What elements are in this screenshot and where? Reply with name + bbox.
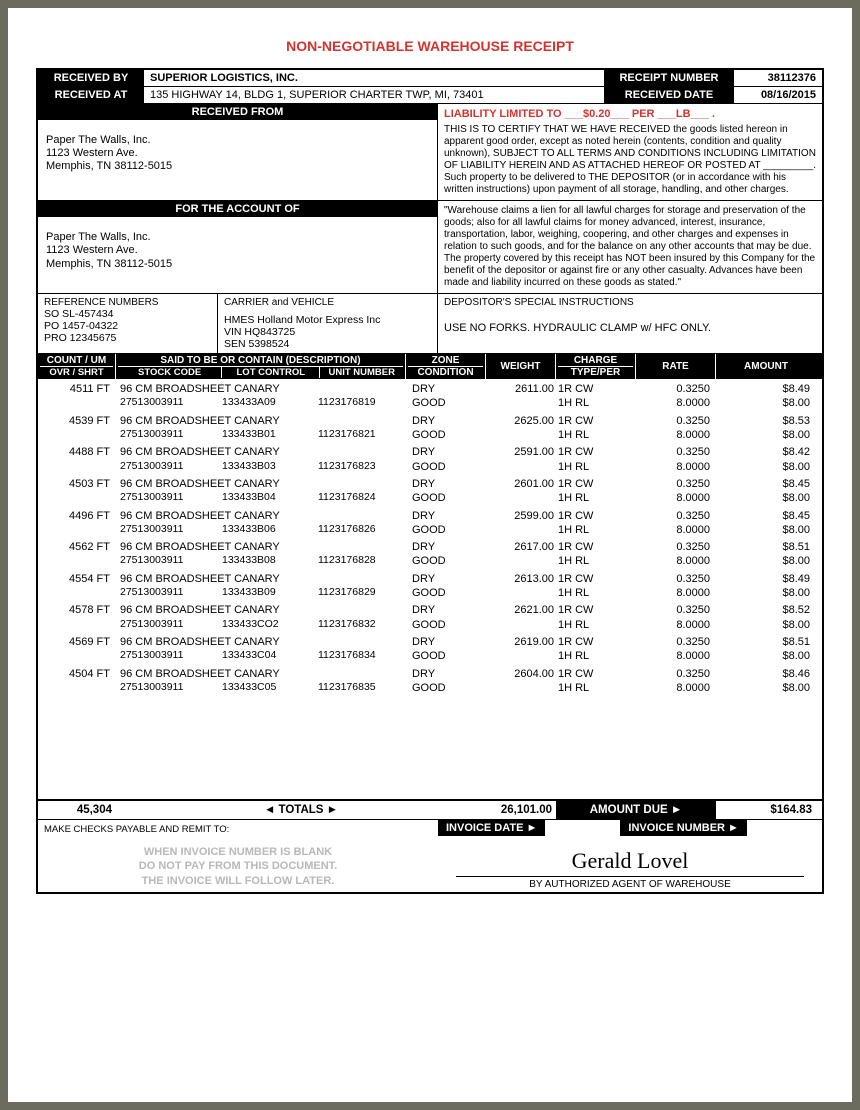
carrier-label: CARRIER and VEHICLE: [224, 297, 431, 308]
table-row: 4511 FT 96 CM BROADSHEET CANARY275130039…: [38, 379, 822, 411]
table-header: COUNT / UM OVR / SHRT SAID TO BE OR CONT…: [38, 354, 822, 379]
ref-so: SO SL-457434: [44, 308, 211, 320]
disclaimer-1: WHEN INVOICE NUMBER IS BLANK: [44, 845, 432, 859]
invoice-number-label: INVOICE NUMBER ►: [620, 820, 747, 836]
document-title: NON-NEGOTIABLE WAREHOUSE RECEIPT: [36, 38, 824, 54]
received-from-addr1: 1123 Western Ave.: [46, 147, 429, 160]
invoice-number-value: [747, 820, 822, 836]
reference-numbers-label: REFERENCE NUMBERS: [44, 297, 211, 308]
account-addr1: 1123 Western Ave.: [46, 244, 429, 257]
disclaimer-2: DO NOT PAY FROM THIS DOCUMENT.: [44, 859, 432, 873]
account-heading: FOR THE ACCOUNT OF: [38, 201, 437, 217]
table-row: 4569 FT 96 CM BROADSHEET CANARY275130039…: [38, 632, 822, 664]
total-weight: 26,101.00: [486, 801, 556, 819]
ref-pro: PRO 12345675: [44, 332, 211, 344]
remit-label: MAKE CHECKS PAYABLE AND REMIT TO:: [44, 824, 432, 835]
carrier-name: HMES Holland Motor Express Inc: [224, 314, 431, 326]
liability-line: LIABILITY LIMITED TO ___$0.20___ PER ___…: [444, 108, 816, 121]
received-from-heading: RECEIVED FROM: [38, 104, 437, 120]
received-date-label: RECEIVED DATE: [604, 87, 734, 103]
table-row: 4496 FT 96 CM BROADSHEET CANARY275130039…: [38, 506, 822, 538]
receipt-number: 38112376: [734, 70, 822, 86]
disclaimer-3: THE INVOICE WILL FOLLOW LATER.: [44, 874, 432, 888]
carrier-vin: VIN HQ843725: [224, 326, 431, 338]
table-row: 4554 FT 96 CM BROADSHEET CANARY275130039…: [38, 569, 822, 601]
received-from-addr2: Memphis, TN 38112-5015: [46, 160, 429, 173]
depositor-instructions: USE NO FORKS. HYDRAULIC CLAMP w/ HFC ONL…: [444, 322, 816, 334]
table-row: 4562 FT 96 CM BROADSHEET CANARY275130039…: [38, 537, 822, 569]
total-amount: $164.83: [716, 801, 816, 819]
liability-text: THIS IS TO CERTIFY THAT WE HAVE RECEIVED…: [444, 124, 816, 196]
table-row: 4503 FT 96 CM BROADSHEET CANARY275130039…: [38, 474, 822, 506]
totals-row: 45,304 ◄ TOTALS ► 26,101.00 AMOUNT DUE ►…: [38, 799, 822, 820]
signature: Gerald Lovel: [456, 836, 804, 877]
carrier-sen: SEN 5398524: [224, 338, 431, 350]
invoice-date-label: INVOICE DATE ►: [438, 820, 545, 836]
amount-due-label: AMOUNT DUE ►: [556, 801, 716, 819]
signature-label: BY AUTHORIZED AGENT OF WAREHOUSE: [438, 877, 822, 892]
invoice-date-value: [545, 820, 620, 836]
depositor-instructions-label: DEPOSITOR'S SPECIAL INSTRUCTIONS: [444, 297, 816, 308]
received-at-label: RECEIVED AT: [38, 87, 144, 103]
table-row: 4539 FT 96 CM BROADSHEET CANARY275130039…: [38, 411, 822, 443]
receipt-number-label: RECEIPT NUMBER: [604, 70, 734, 86]
account-name: Paper The Walls, Inc.: [46, 231, 429, 244]
table-row: 4578 FT 96 CM BROADSHEET CANARY275130039…: [38, 600, 822, 632]
table-row: 4488 FT 96 CM BROADSHEET CANARY275130039…: [38, 442, 822, 474]
account-addr2: Memphis, TN 38112-5015: [46, 258, 429, 271]
header-row-1: RECEIVED BY SUPERIOR LOGISTICS, INC. REC…: [38, 70, 822, 87]
header-row-2: RECEIVED AT 135 HIGHWAY 14, BLDG 1, SUPE…: [38, 87, 822, 104]
total-count: 45,304: [38, 801, 116, 819]
warehouse-address: 135 HIGHWAY 14, BLDG 1, SUPERIOR CHARTER…: [144, 87, 604, 103]
items-list: 4511 FT 96 CM BROADSHEET CANARY275130039…: [38, 379, 822, 799]
company-name: SUPERIOR LOGISTICS, INC.: [144, 70, 604, 86]
received-date: 08/16/2015: [734, 87, 822, 103]
totals-label: ◄ TOTALS ►: [116, 801, 486, 819]
received-by-label: RECEIVED BY: [38, 70, 144, 86]
received-from-name: Paper The Walls, Inc.: [46, 134, 429, 147]
lien-text: "Warehouse claims a lien for all lawful …: [438, 201, 822, 293]
ref-po: PO 1457-04322: [44, 320, 211, 332]
table-row: 4504 FT 96 CM BROADSHEET CANARY275130039…: [38, 664, 822, 696]
warehouse-receipt: NON-NEGOTIABLE WAREHOUSE RECEIPT RECEIVE…: [8, 8, 852, 1102]
